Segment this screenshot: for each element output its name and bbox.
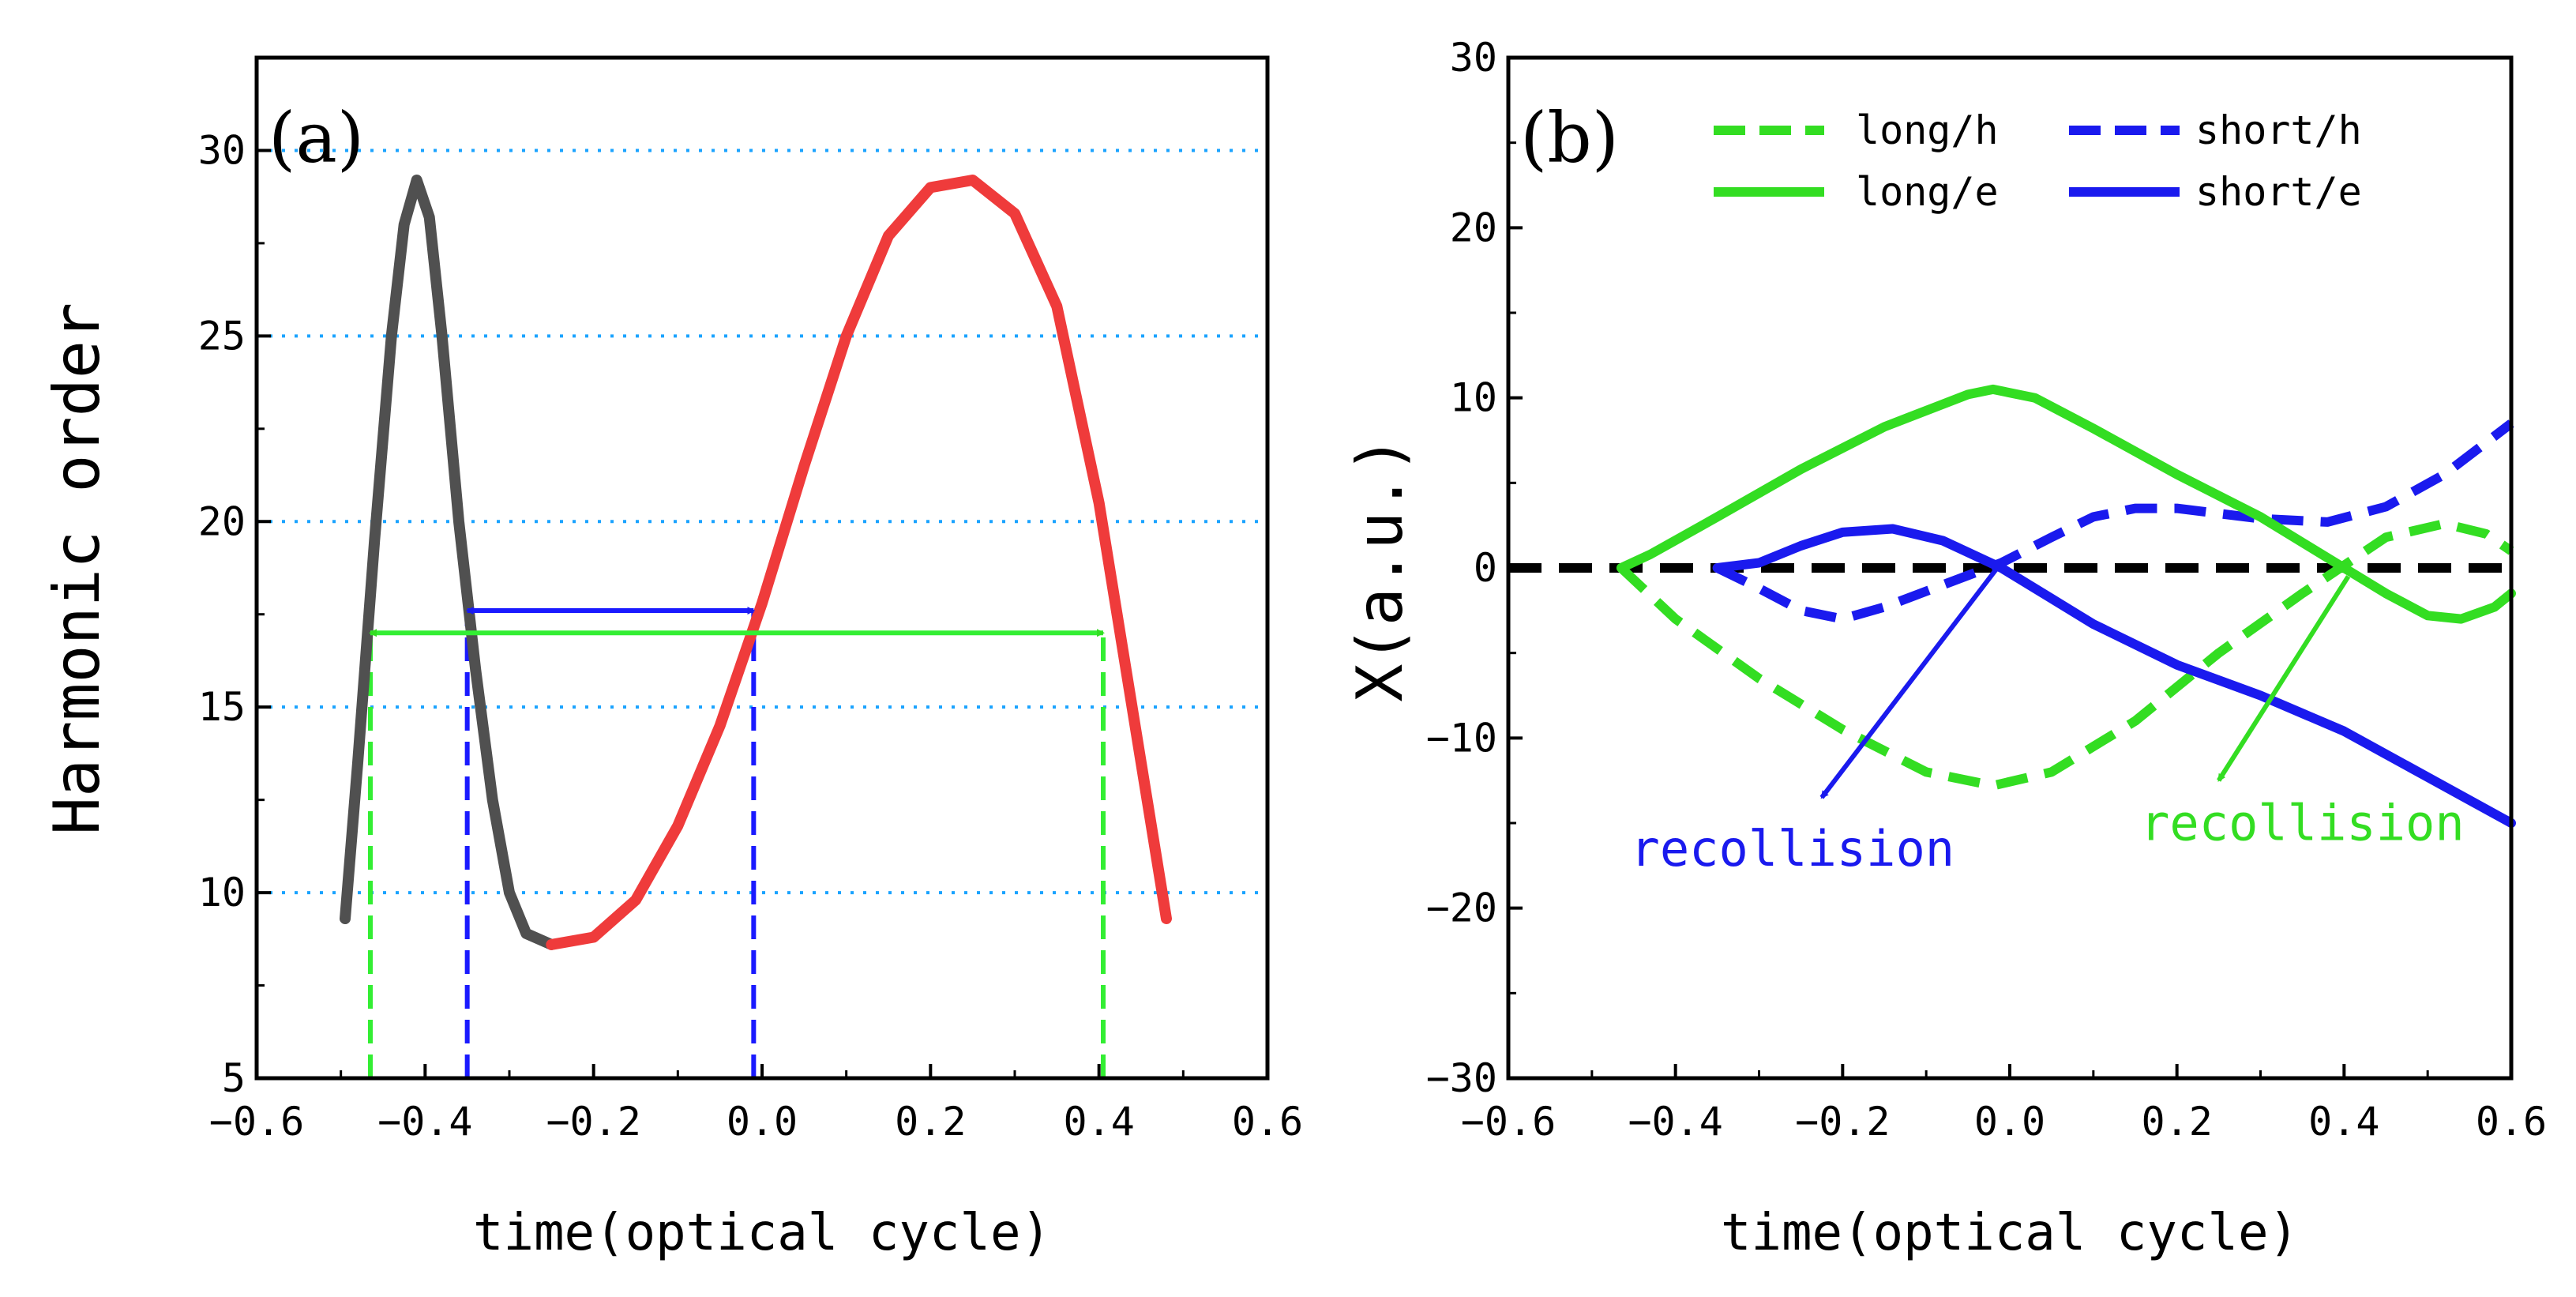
panel-a-label: (a) — [268, 97, 364, 179]
y-tick-label: 0 — [1474, 545, 1497, 591]
panel-a-gridlines — [257, 148, 1267, 895]
panel-b-y-axis-title: X(a.u.) — [1343, 435, 1417, 701]
x-tick-label: −0.2 — [1795, 1099, 1890, 1145]
annotation-recollision-1: recollision — [2140, 795, 2465, 852]
series-line-long-h — [1617, 519, 2514, 791]
panel-a-plot-area — [340, 175, 1172, 1078]
panel-a-y-ticks: 5 10 15 20 25 30 — [198, 127, 271, 1101]
y-tick-label: 5 — [222, 1055, 246, 1101]
x-tick-label: 0.4 — [2308, 1099, 2379, 1145]
legend-label-long-h: long/h — [1856, 107, 1999, 153]
legend-label-short-e: short/e — [2195, 169, 2362, 215]
y-tick-label: 10 — [198, 870, 246, 915]
annotation-recollision-0: recollision — [1631, 820, 1955, 878]
x-tick-label: 0.6 — [2476, 1099, 2547, 1145]
x-tick-label: −0.6 — [1461, 1099, 1556, 1145]
panel-b-arrow-1 — [2217, 575, 2351, 782]
panel-b-y-ticks: −30 −20 −10 0 10 20 30 — [1426, 35, 1523, 1101]
x-tick-label: 0.6 — [1232, 1099, 1303, 1145]
y-tick-label: 10 — [1450, 375, 1497, 421]
series-line-first-return-gray — [340, 175, 558, 950]
series-line-short-h — [1714, 419, 2514, 624]
panel-b-plot-area: recollision recollision — [1508, 384, 2516, 878]
y-tick-label: 30 — [1450, 35, 1497, 81]
y-tick-label: −20 — [1426, 885, 1497, 931]
legend-label-long-e: long/e — [1856, 169, 1999, 215]
panel-b-legend: long/h short/h long/e short/e — [1714, 107, 2362, 215]
x-tick-label: 0.0 — [1974, 1099, 2045, 1145]
legend-label-short-h: short/h — [2195, 107, 2362, 153]
panel-b-arrow-0 — [1819, 566, 2000, 799]
x-tick-label: −0.6 — [209, 1099, 304, 1145]
panel-b: recollision recollision −0.6 −0.4 −0.2 0.0 0.… — [1343, 35, 2547, 1262]
y-tick-label: 20 — [198, 498, 246, 544]
y-tick-label: −10 — [1426, 715, 1497, 761]
panel-b-label: (b) — [1520, 97, 1619, 179]
x-tick-label: −0.4 — [377, 1099, 472, 1145]
x-tick-label: 0.2 — [2142, 1099, 2213, 1145]
panel-a-y-axis-title: Harmonic order — [40, 303, 114, 835]
panel-b-x-ticks: −0.6 −0.4 −0.2 0.0 0.2 0.4 0.6 — [1461, 1064, 2547, 1145]
series-line-second-return-red — [546, 175, 1172, 950]
y-tick-label: 20 — [1450, 205, 1497, 250]
series-line-short-e — [1712, 524, 2516, 828]
panel-a: −0.6 −0.4 −0.2 0.0 0.2 0.4 0.6 5 10 15 20 25 30 (a)… — [40, 55, 1303, 1262]
x-tick-label: 0.4 — [1064, 1099, 1135, 1145]
y-tick-label: 25 — [198, 313, 246, 359]
series-line-long-e — [1616, 384, 2516, 624]
panel-a-x-axis-title: time(optical cycle) — [473, 1204, 1051, 1262]
y-tick-label: −30 — [1426, 1055, 1497, 1101]
x-tick-label: −0.4 — [1628, 1099, 1722, 1145]
x-tick-label: 0.0 — [727, 1099, 798, 1145]
x-tick-label: −0.2 — [546, 1099, 640, 1145]
y-tick-label: 30 — [198, 127, 246, 173]
y-tick-label: 15 — [198, 684, 246, 730]
panel-b-x-axis-title: time(optical cycle) — [1721, 1204, 2299, 1262]
panel-a-x-ticks: −0.6 −0.4 −0.2 0.0 0.2 0.4 0.6 — [209, 1064, 1303, 1145]
x-tick-label: 0.2 — [895, 1099, 966, 1145]
